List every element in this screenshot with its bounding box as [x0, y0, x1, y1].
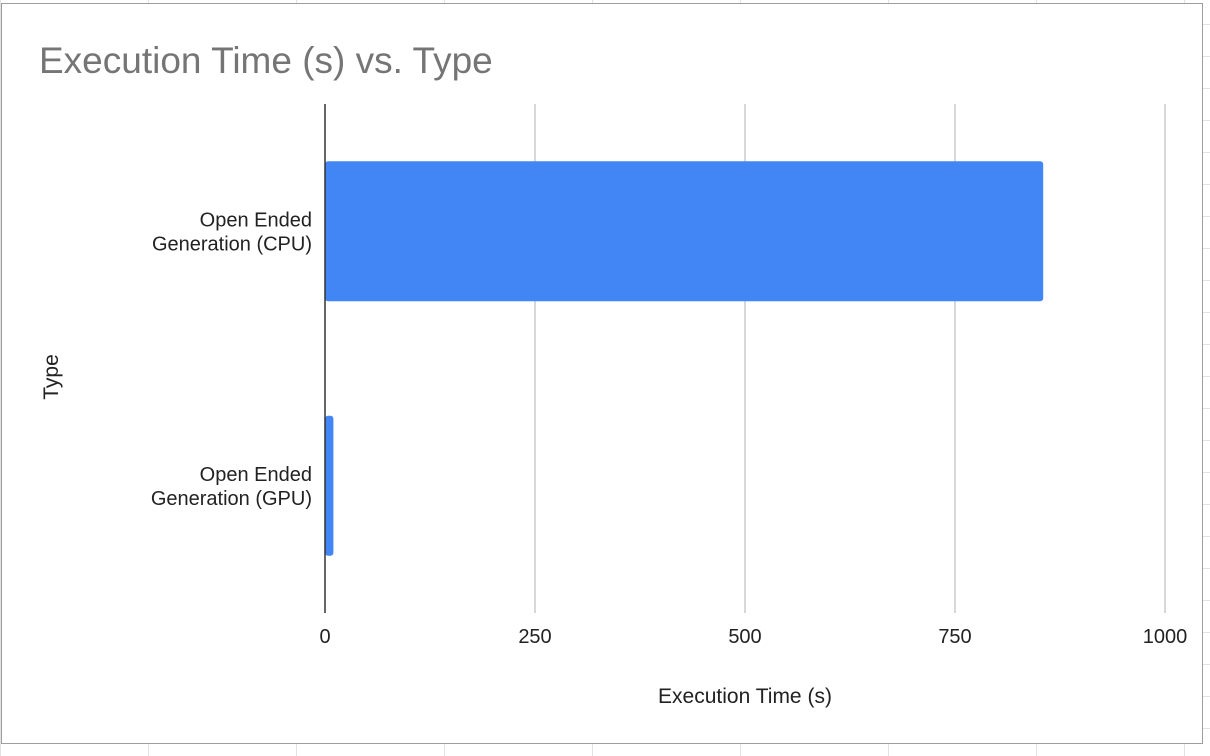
x-tick-label: 750: [938, 626, 971, 648]
category-label: Open Ended Generation (GPU): [151, 464, 312, 510]
category-labels: Open Ended Generation (CPU) Open Ended Gene…: [151, 209, 312, 510]
x-tick-labels: 0 250 500 750 1000: [319, 626, 1187, 648]
bar-1[interactable]: [325, 415, 334, 556]
x-tick-label: 500: [728, 626, 761, 648]
chart-title: Execution Time (s) vs. Type: [39, 40, 493, 81]
x-tick-label: 0: [319, 626, 330, 648]
x-tick-label: 1000: [1143, 626, 1188, 648]
x-axis-label: Execution Time (s): [658, 685, 832, 708]
chart-container[interactable]: [1, 3, 1203, 744]
x-tick-label: 250: [518, 626, 551, 648]
bar-0[interactable]: [325, 161, 1044, 302]
bars: [325, 161, 1044, 556]
category-label: Open Ended Generation (CPU): [152, 209, 312, 255]
y-axis-label: Type: [40, 354, 63, 400]
